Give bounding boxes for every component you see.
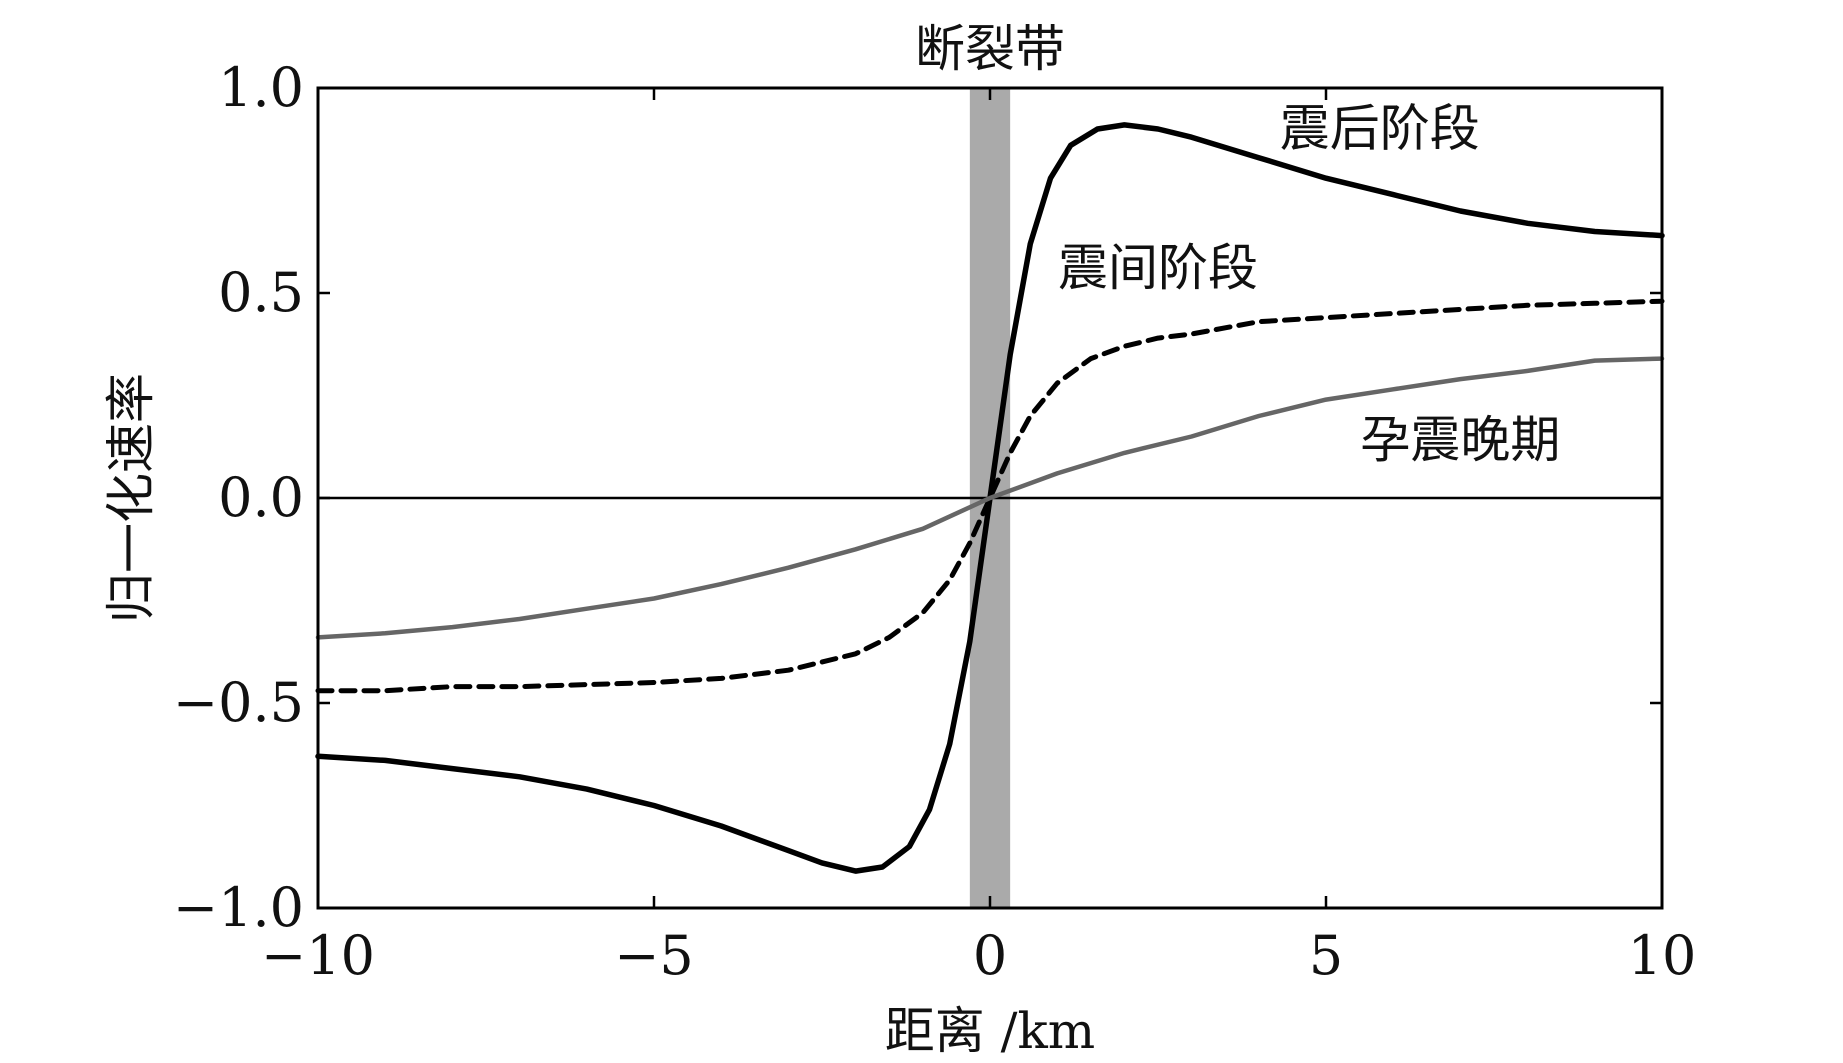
series-label-2: 孕震晚期 bbox=[1360, 411, 1560, 469]
y-tick-label: 0.5 bbox=[218, 261, 304, 324]
series-label-1: 震间阶段 bbox=[1058, 239, 1258, 297]
x-tick-label: 10 bbox=[1628, 924, 1697, 987]
fault-zone-label: 断裂带 bbox=[915, 20, 1065, 78]
x-tick-label: 5 bbox=[1309, 924, 1343, 987]
y-tick-label: 1.0 bbox=[218, 56, 304, 119]
x-tick-label: 0 bbox=[973, 924, 1007, 987]
y-tick-label: −0.5 bbox=[173, 671, 304, 734]
x-tick-label: −5 bbox=[614, 924, 694, 987]
y-axis-label: 归一化速率 bbox=[102, 373, 160, 623]
series-line-1 bbox=[315, 298, 1665, 694]
y-tick-label: 0.0 bbox=[218, 466, 304, 529]
labels: 距离 /km 归一化速率 断裂带 bbox=[102, 20, 1095, 1060]
y-tick-label: −1.0 bbox=[173, 876, 304, 939]
x-axis-label: 距离 /km bbox=[885, 1002, 1095, 1060]
x-tick-label: −10 bbox=[261, 924, 375, 987]
series-label-0: 震后阶段 bbox=[1280, 99, 1480, 157]
series-line-2 bbox=[315, 356, 1665, 640]
axes: −10 −5 0 5 10 1.0 0.5 0.0 −0.5 −1.0 bbox=[173, 56, 1696, 987]
